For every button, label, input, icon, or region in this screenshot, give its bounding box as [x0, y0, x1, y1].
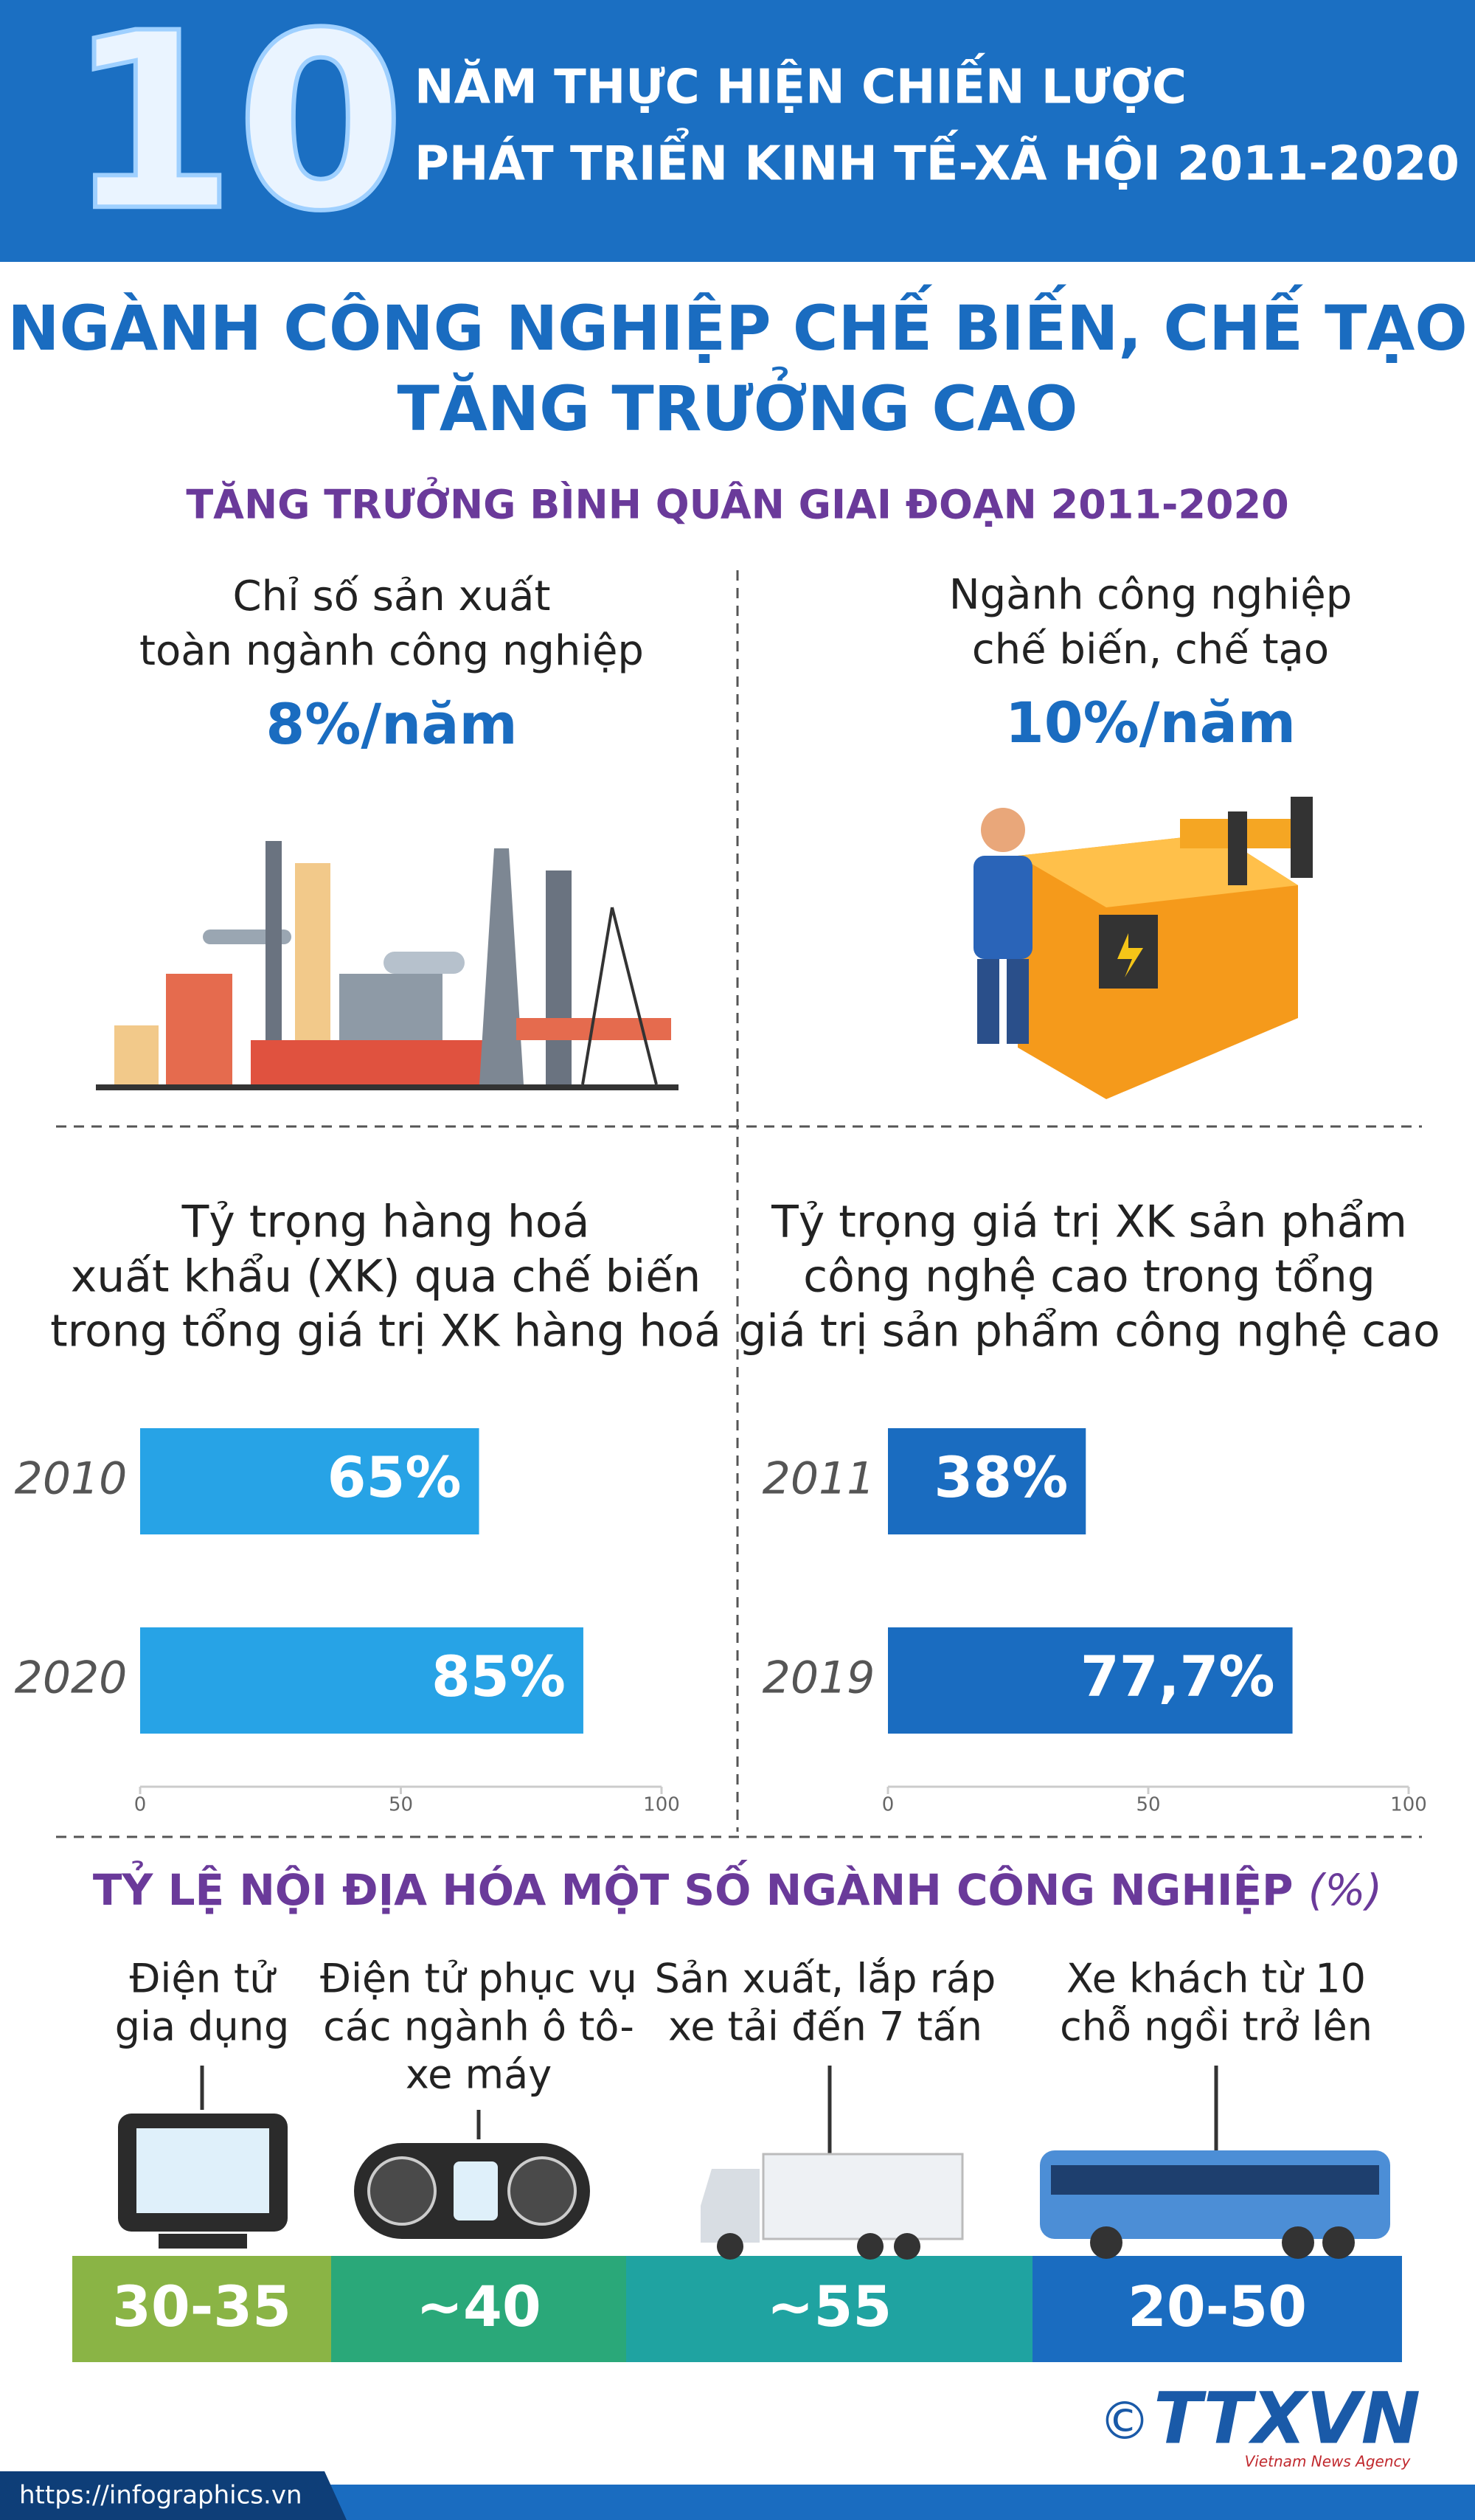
header-band: [0, 0, 1475, 262]
chart-title: giá trị sản phẩm công nghệ cao: [738, 1306, 1440, 1357]
icon-dashboard: [354, 2110, 590, 2239]
header-line: NĂM THỰC HIỆN CHIẾN LƯỢC: [414, 53, 1187, 115]
icon-truck: [701, 2066, 964, 2260]
icon-bus: [1040, 2066, 1390, 2259]
chart-title: trong tổng giá trị XK hàng hoá: [50, 1306, 721, 1357]
item-value: 30-35: [112, 2274, 291, 2339]
x-tick-label: 0: [882, 1794, 895, 1816]
growth-label: toàn ngành công nghiệp: [139, 627, 644, 675]
y-tick-label: 2019: [763, 1652, 875, 1704]
chart-title: công nghệ cao trong tổng: [803, 1251, 1375, 1303]
x-tick-label: 50: [1136, 1794, 1160, 1816]
item-label: gia dụng: [115, 2004, 290, 2050]
growth-label: Ngành công nghiệp: [949, 571, 1353, 619]
ribbon-segment: [72, 2256, 331, 2362]
ribbon-segment: [331, 2256, 626, 2362]
value-label: 65%: [327, 1444, 462, 1510]
ribbon-segment: [1032, 2256, 1402, 2362]
x-tick-label: 100: [643, 1794, 680, 1816]
item-label: xe tải đến 7 tấn: [668, 2004, 982, 2050]
footer-url-band: [0, 2471, 347, 2520]
y-tick-label: 2020: [15, 1652, 128, 1704]
x-tick-label: 0: [134, 1794, 147, 1816]
item-label: Điện tử: [130, 1956, 277, 2002]
item-value: ~55: [767, 2274, 892, 2339]
item-label: chỗ ngồi trở lên: [1060, 2004, 1372, 2050]
item-value: ~40: [416, 2274, 541, 2339]
machine-illustration: [974, 797, 1313, 1099]
value-label: 38%: [934, 1444, 1068, 1510]
icon-tv: [118, 2066, 288, 2249]
bar: [140, 1627, 583, 1734]
item-label: Sản xuất, lắp ráp: [655, 1956, 996, 2002]
growth-label: chế biến, chế tạo: [972, 626, 1329, 674]
chart-title: xuất khẩu (XK) qua chế biến: [71, 1251, 701, 1303]
bar: [140, 1428, 479, 1534]
logo: TTXVN: [1153, 2377, 1420, 2460]
localization-unit: (%): [1308, 1865, 1382, 1915]
bar: [888, 1428, 1086, 1534]
item-label: Xe khách từ 10: [1066, 1956, 1366, 2002]
agency: Vietnam News Agency: [1245, 2453, 1412, 2471]
header-line: PHÁT TRIỂN KINH TẾ-XÃ HỘI 2011-2020: [414, 128, 1460, 192]
growth-value: 10%/năm: [1005, 690, 1296, 755]
title: NGÀNH CÔNG NGHIỆP CHẾ BIẾN, CHẾ TẠO: [7, 284, 1468, 364]
factory-illustration: [96, 841, 678, 1090]
growth-label: Chỉ số sản xuất: [233, 572, 551, 620]
item-label: Điện tử phục vụ: [320, 1956, 637, 2002]
url[interactable]: https://infographics.vn: [19, 2481, 302, 2510]
ribbon-segment: [626, 2256, 1032, 2362]
chart-title: Tỷ trọng giá trị XK sản phẩm: [771, 1197, 1407, 1248]
copyright: ©: [1099, 2391, 1150, 2451]
item-label: xe máy: [406, 2052, 552, 2098]
x-tick-label: 100: [1390, 1794, 1427, 1816]
localization-title: TỶ LỆ NỘI ĐỊA HÓA MỘT SỐ NGÀNH CÔNG NGHI…: [93, 1859, 1382, 1915]
subtitle: TĂNG TRƯỞNG BÌNH QUÂN GIAI ĐOẠN 2011-202…: [186, 478, 1288, 528]
y-tick-label: 2010: [15, 1453, 128, 1505]
bar: [888, 1627, 1293, 1734]
header-number: 10: [66, 0, 405, 264]
title: TĂNG TRƯỞNG CAO: [398, 366, 1078, 445]
y-tick-label: 2011: [763, 1453, 875, 1505]
value-label: 85%: [431, 1644, 566, 1709]
item-value: 20-50: [1128, 2274, 1307, 2339]
growth-value: 8%/năm: [266, 691, 517, 757]
x-tick-label: 50: [389, 1794, 413, 1816]
item-label: các ngành ô tô-: [323, 2004, 634, 2050]
value-label: 77,7%: [1080, 1644, 1275, 1709]
chart-title: Tỷ trọng hàng hoá: [181, 1197, 590, 1248]
localization-title-text: TỶ LỆ NỘI ĐỊA HÓA MỘT SỐ NGÀNH CÔNG NGHI…: [93, 1859, 1294, 1915]
